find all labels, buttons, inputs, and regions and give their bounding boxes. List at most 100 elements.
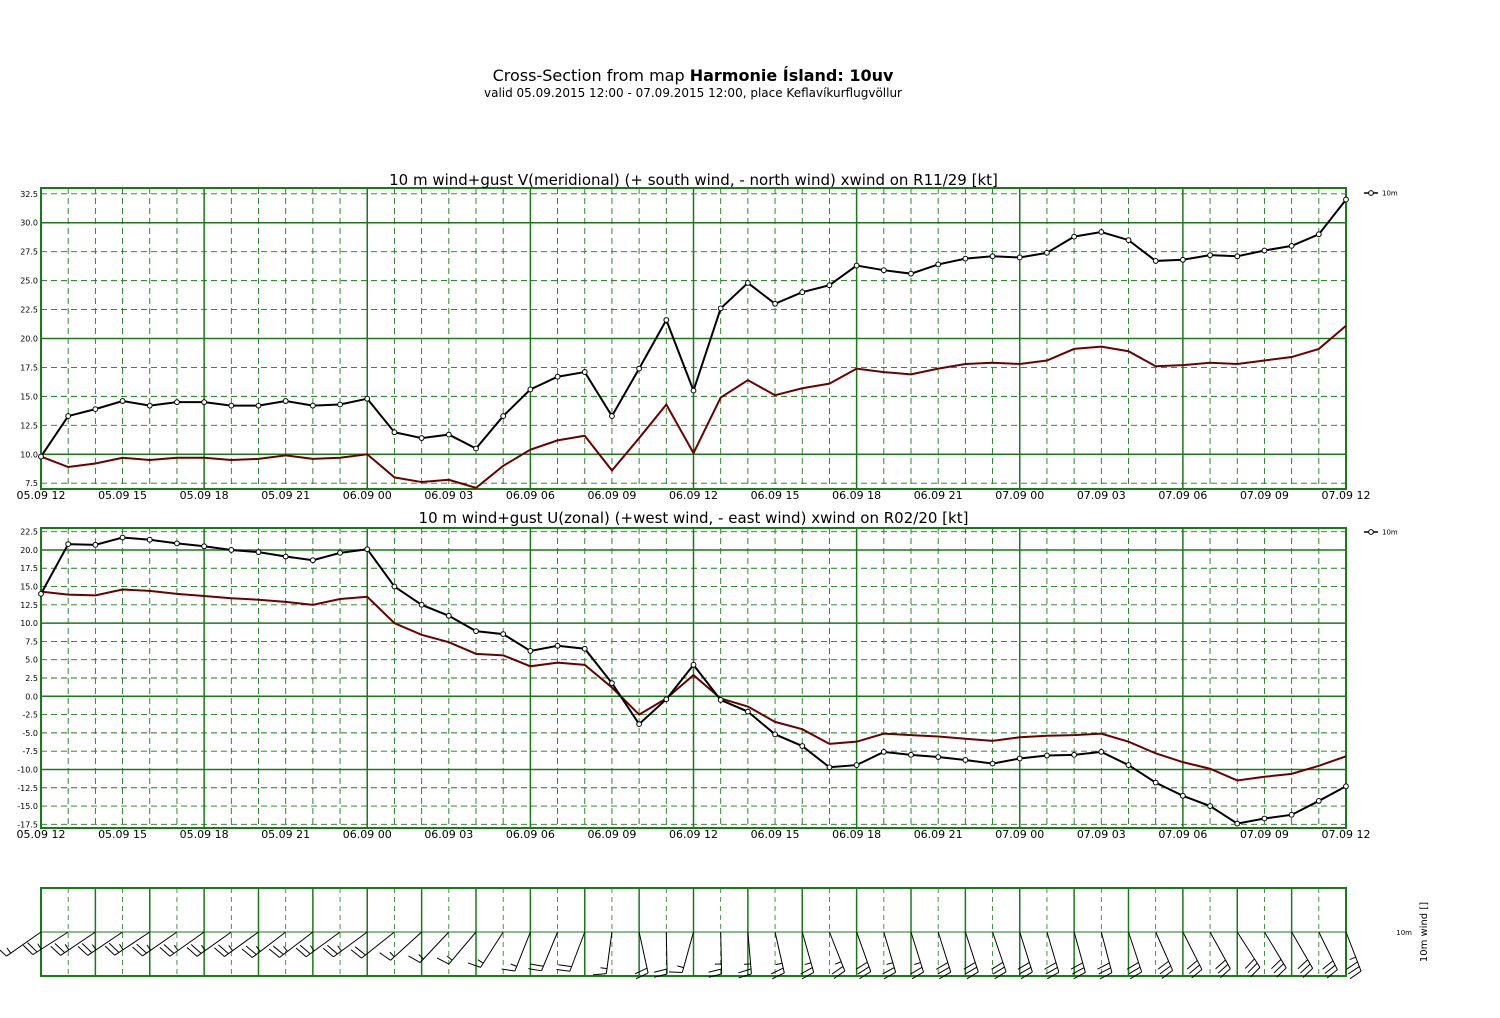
wind-data-point — [65, 413, 72, 419]
wind-data-point — [853, 262, 860, 269]
barb-feather — [558, 964, 572, 968]
barb-feather — [1276, 967, 1287, 978]
wind-barb — [528, 931, 559, 972]
wind-data-point — [418, 435, 425, 441]
wind-data-point — [174, 540, 180, 547]
y-tick-label: 22.5 — [20, 306, 38, 315]
barb-feather — [911, 971, 924, 980]
wind-data-point — [364, 546, 371, 553]
wind-data-point — [962, 255, 969, 262]
barb-feather — [104, 945, 116, 956]
barb-feather — [1097, 962, 1110, 970]
barb-half-feather — [91, 944, 97, 951]
x-tick-label: 06.09 15 — [751, 489, 800, 502]
x-tick-label: 07.09 00 — [995, 828, 1044, 841]
barb-feather — [408, 955, 421, 964]
barb-staff — [1128, 931, 1143, 973]
x-tick-label: 07.09 12 — [1322, 828, 1371, 841]
barb-feather — [54, 943, 65, 953]
barb-feather — [159, 946, 171, 957]
barb-feather — [1300, 963, 1311, 974]
wind-data-point — [309, 402, 316, 409]
barb-staff — [1318, 931, 1338, 970]
wind-barb — [592, 931, 613, 976]
wind-data-point — [473, 445, 479, 452]
wind-data-point — [962, 757, 969, 763]
legend-marker — [1368, 190, 1374, 196]
wind-data-point — [527, 648, 534, 654]
barb-feather — [937, 966, 950, 975]
wind-data-point — [337, 401, 343, 408]
barb-feather — [994, 971, 1007, 980]
barb-half-feather — [886, 962, 893, 966]
wind-data-point — [935, 754, 942, 760]
barb-feather — [81, 943, 93, 954]
x-tick-label: 05.09 21 — [261, 489, 310, 502]
barb-staff — [169, 931, 205, 957]
wind-data-point — [174, 399, 180, 406]
x-tick-label: 05.09 15 — [98, 489, 147, 502]
wind-data-point — [581, 645, 588, 652]
legend-label: 10m — [1382, 529, 1398, 537]
x-tick-label: 07.09 06 — [1158, 489, 1207, 502]
x-tick-label: 06.09 12 — [669, 489, 718, 502]
barb-feather — [1159, 965, 1171, 975]
barb-feather — [634, 967, 648, 975]
y-tick-label: 10.0 — [20, 450, 38, 459]
barb-feather — [190, 944, 202, 954]
wind-data-point — [989, 760, 996, 767]
wind-data-point — [228, 547, 235, 553]
wind-data-point — [636, 721, 643, 727]
barb-staff — [448, 931, 477, 965]
wind-data-point — [391, 583, 398, 590]
wind-barb — [653, 931, 668, 978]
barb-feather — [1019, 966, 1032, 975]
wind-data-point — [255, 402, 262, 409]
x-tick-label: 07.09 12 — [1322, 489, 1371, 502]
wind-barb — [770, 931, 785, 980]
wind-data-point — [1234, 253, 1241, 260]
x-tick-label: 07.09 00 — [995, 489, 1044, 502]
wind-barb — [214, 931, 259, 957]
wind-barb — [1345, 931, 1362, 980]
barb-staff — [1236, 931, 1261, 968]
wind-data-point — [663, 317, 670, 323]
barb-feather — [1046, 971, 1060, 980]
barb-feather — [299, 944, 311, 955]
barb-half-feather — [418, 954, 424, 960]
barb-feather — [1244, 958, 1255, 969]
gust-series-line — [40, 588, 1347, 782]
barb-staff — [605, 931, 613, 974]
wind-data-point — [908, 270, 914, 277]
wind-barb — [1070, 931, 1086, 980]
wind-data-point — [92, 541, 99, 548]
barb-half-feather — [337, 945, 342, 952]
barb-feather — [882, 967, 895, 975]
barb-feather — [350, 949, 362, 959]
wind-data-point — [282, 553, 289, 560]
barb-staff — [87, 931, 123, 956]
figure-title-block: Cross-Section from map Harmonie Ísland: … — [0, 66, 1386, 100]
barb-feather — [855, 961, 868, 970]
barb-feather — [833, 970, 846, 980]
barb-feather — [1324, 964, 1336, 975]
barb-feather — [1017, 962, 1030, 970]
wind-data-point — [1315, 231, 1322, 238]
x-tick-label: 06.09 15 — [751, 828, 800, 841]
y-tick-label: 20.0 — [20, 546, 38, 555]
wind-data-point — [1234, 820, 1241, 827]
wind-data-point — [38, 590, 44, 597]
x-tick-label: 06.09 18 — [832, 489, 881, 502]
wind-data-point — [799, 743, 806, 749]
wind-barb — [436, 931, 477, 965]
barb-feather — [50, 945, 61, 956]
wind-data-point — [146, 402, 153, 409]
barb-staff — [964, 931, 979, 973]
barb-panel — [0, 887, 1362, 980]
barb-half-feather — [37, 943, 42, 950]
barb-staff — [1100, 931, 1113, 973]
y-tick-label: 25.0 — [20, 277, 38, 286]
wind-barb — [132, 931, 178, 957]
barb-feather — [379, 952, 391, 961]
x-tick-label: 06.09 18 — [832, 828, 881, 841]
